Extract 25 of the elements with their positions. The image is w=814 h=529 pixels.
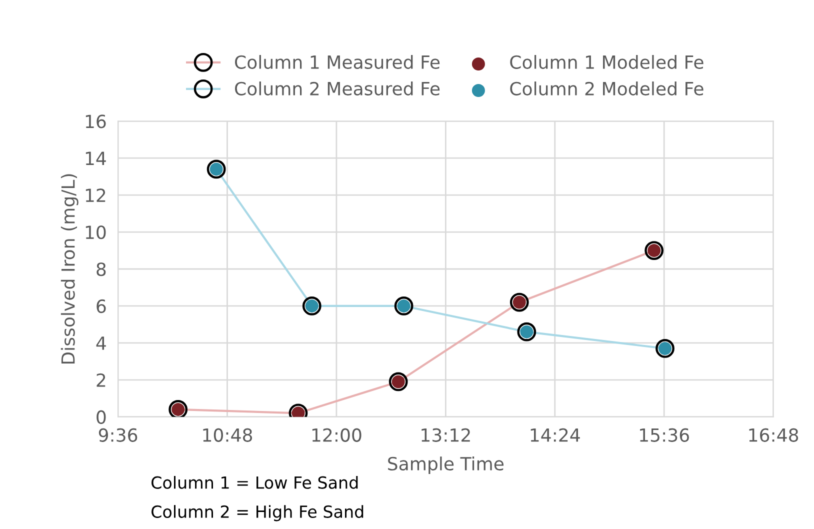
y-tick-label: 8: [96, 262, 106, 276]
legend-label: Column 2 Measured Fe: [235, 82, 440, 96]
x-tick-label: 14:24: [530, 428, 580, 442]
y-tick-label: 12: [86, 188, 106, 202]
y-tick-label: 2: [96, 373, 106, 387]
legend-label: Column 2 Modeled Fe: [510, 82, 704, 96]
point: [292, 406, 305, 417]
x-tick-label: 15:36: [640, 428, 689, 442]
y-tick-label: 0: [96, 410, 106, 424]
x-axis-title: Sample Time: [388, 456, 504, 474]
y-axis-title: Dissolved Iron (mg/L): [60, 174, 78, 364]
legend-label: Column 1 Modeled Fe: [510, 55, 704, 69]
x-tick-label: 9:36: [98, 428, 138, 442]
y-tick-label: 6: [96, 299, 106, 314]
x-tick-label: 10:48: [203, 428, 252, 442]
y-tick-label: 10: [86, 225, 106, 240]
y-tick-label: 4: [96, 336, 106, 350]
x-tick-label: 13:12: [422, 428, 470, 442]
text: Column 1 = Low Fe Sand: [152, 476, 358, 489]
x-tick-label: 12:00: [312, 428, 362, 442]
text: Column 2 = High Fe Sand: [152, 505, 364, 522]
x-tick-label: 16:48: [749, 428, 798, 442]
y-tick-label: 16: [86, 114, 106, 128]
y-tick-label: 14: [86, 152, 106, 165]
legend-label: Column 1 Measured Fe: [235, 55, 440, 69]
